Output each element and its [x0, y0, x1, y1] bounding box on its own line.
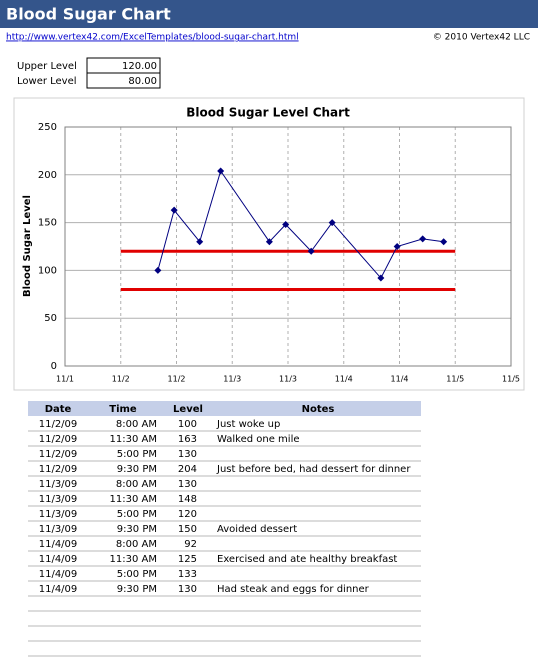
table-cell: 11/3/09 — [39, 479, 78, 490]
y-tick-label: 200 — [38, 170, 57, 181]
data-point — [282, 221, 290, 229]
link[interactable]: http://www.vertex42.com/ExcelTemplates/b… — [6, 33, 299, 43]
table-cell: 5:00 PM — [117, 449, 157, 460]
table-cell: 11/4/09 — [39, 584, 78, 595]
table-cell: Walked one mile — [217, 434, 300, 445]
copyright: © 2010 Vertex42 LLC — [433, 33, 530, 43]
y-tick-label: 100 — [38, 265, 57, 276]
x-tick-label: 11/5 — [446, 375, 464, 384]
plot-area — [64, 126, 512, 367]
x-tick-label: 11/3 — [279, 375, 297, 384]
level-box — [86, 72, 161, 89]
level-label: Upper Level — [17, 61, 77, 72]
table-cell: 100 — [178, 419, 197, 430]
level-value: 120.00 — [122, 61, 157, 72]
table-cell: 11/2/09 — [39, 419, 78, 430]
y-tick-label: 50 — [44, 313, 57, 324]
table-cell: 11/2/09 — [39, 434, 78, 445]
table-cell: 11/2/09 — [39, 449, 78, 460]
table-cell: 11/3/09 — [39, 494, 78, 505]
y-tick-label: 0 — [51, 361, 57, 372]
data-point — [393, 243, 401, 250]
data-point — [328, 219, 336, 227]
y-axis-label: Blood Sugar Level — [22, 195, 33, 297]
table-cell: 150 — [178, 524, 197, 535]
data-point — [440, 238, 448, 246]
table-cell: 11/4/09 — [39, 539, 78, 550]
table-cell: 11:30 AM — [110, 494, 157, 505]
table-cell: 11/4/09 — [39, 554, 78, 565]
table-cell: 204 — [178, 464, 197, 475]
table-cell: Avoided dessert — [217, 524, 297, 535]
table-cell: 11/3/09 — [39, 524, 78, 535]
y-tick-label: 150 — [38, 218, 57, 229]
level-label: Lower Level — [17, 76, 77, 87]
data-point — [419, 235, 427, 243]
table-cell: 130 — [178, 479, 197, 490]
table-cell: 9:30 PM — [117, 524, 157, 535]
data-point — [307, 247, 315, 255]
x-tick-label: 11/1 — [56, 375, 74, 384]
table-cell: 11/2/09 — [39, 464, 78, 475]
x-tick-label: 11/3 — [223, 375, 241, 384]
table-cell: 11/4/09 — [39, 569, 78, 580]
page-title: Blood Sugar Chart — [6, 5, 171, 24]
x-tick-label: 11/4 — [391, 375, 409, 384]
table-cell: 133 — [178, 569, 197, 580]
column-header: Time — [109, 404, 137, 415]
table-cell: Had steak and eggs for dinner — [217, 584, 370, 595]
table-cell: 8:00 AM — [116, 539, 157, 550]
table-cell: Exercised and ate healthy breakfast — [217, 554, 397, 565]
table-cell: 9:30 PM — [117, 584, 157, 595]
table-cell: 8:00 AM — [116, 419, 157, 430]
data-point — [265, 238, 273, 246]
table-cell: 130 — [178, 584, 197, 595]
table-cell: 5:00 PM — [117, 569, 157, 580]
table-cell: 92 — [184, 539, 197, 550]
x-tick-label: 11/2 — [168, 375, 186, 384]
table-cell: 11:30 AM — [110, 554, 157, 565]
column-header: Notes — [302, 404, 335, 415]
table-cell: 9:30 PM — [117, 464, 157, 475]
series-line — [157, 169, 444, 279]
x-tick-label: 11/5 — [502, 375, 520, 384]
chart-title: Blood Sugar Level Chart — [186, 106, 350, 120]
column-header: Date — [45, 404, 72, 415]
table-cell: 5:00 PM — [117, 509, 157, 520]
table-header-bg — [28, 401, 421, 416]
level-value: 80.00 — [128, 76, 157, 87]
x-tick-label: 11/4 — [335, 375, 353, 384]
y-tick-label: 250 — [38, 122, 57, 133]
header-bar — [0, 0, 538, 28]
data-point — [154, 266, 162, 274]
data-point — [217, 167, 225, 175]
data-point — [377, 274, 385, 282]
table-cell: 148 — [178, 494, 197, 505]
x-tick-label: 11/2 — [112, 375, 130, 384]
table-cell: Just woke up — [216, 419, 280, 430]
table-cell: Just before bed, had dessert for dinner — [216, 464, 411, 475]
data-point — [196, 238, 204, 246]
table-cell: 11/3/09 — [39, 509, 78, 520]
column-header: Level — [173, 404, 203, 415]
table-cell: 120 — [178, 509, 197, 520]
table-cell: 11:30 AM — [110, 434, 157, 445]
data-point — [170, 206, 178, 214]
table-cell: 163 — [178, 434, 197, 445]
table-cell: 130 — [178, 449, 197, 460]
table-cell: 125 — [178, 554, 197, 565]
table-cell: 8:00 AM — [116, 479, 157, 490]
